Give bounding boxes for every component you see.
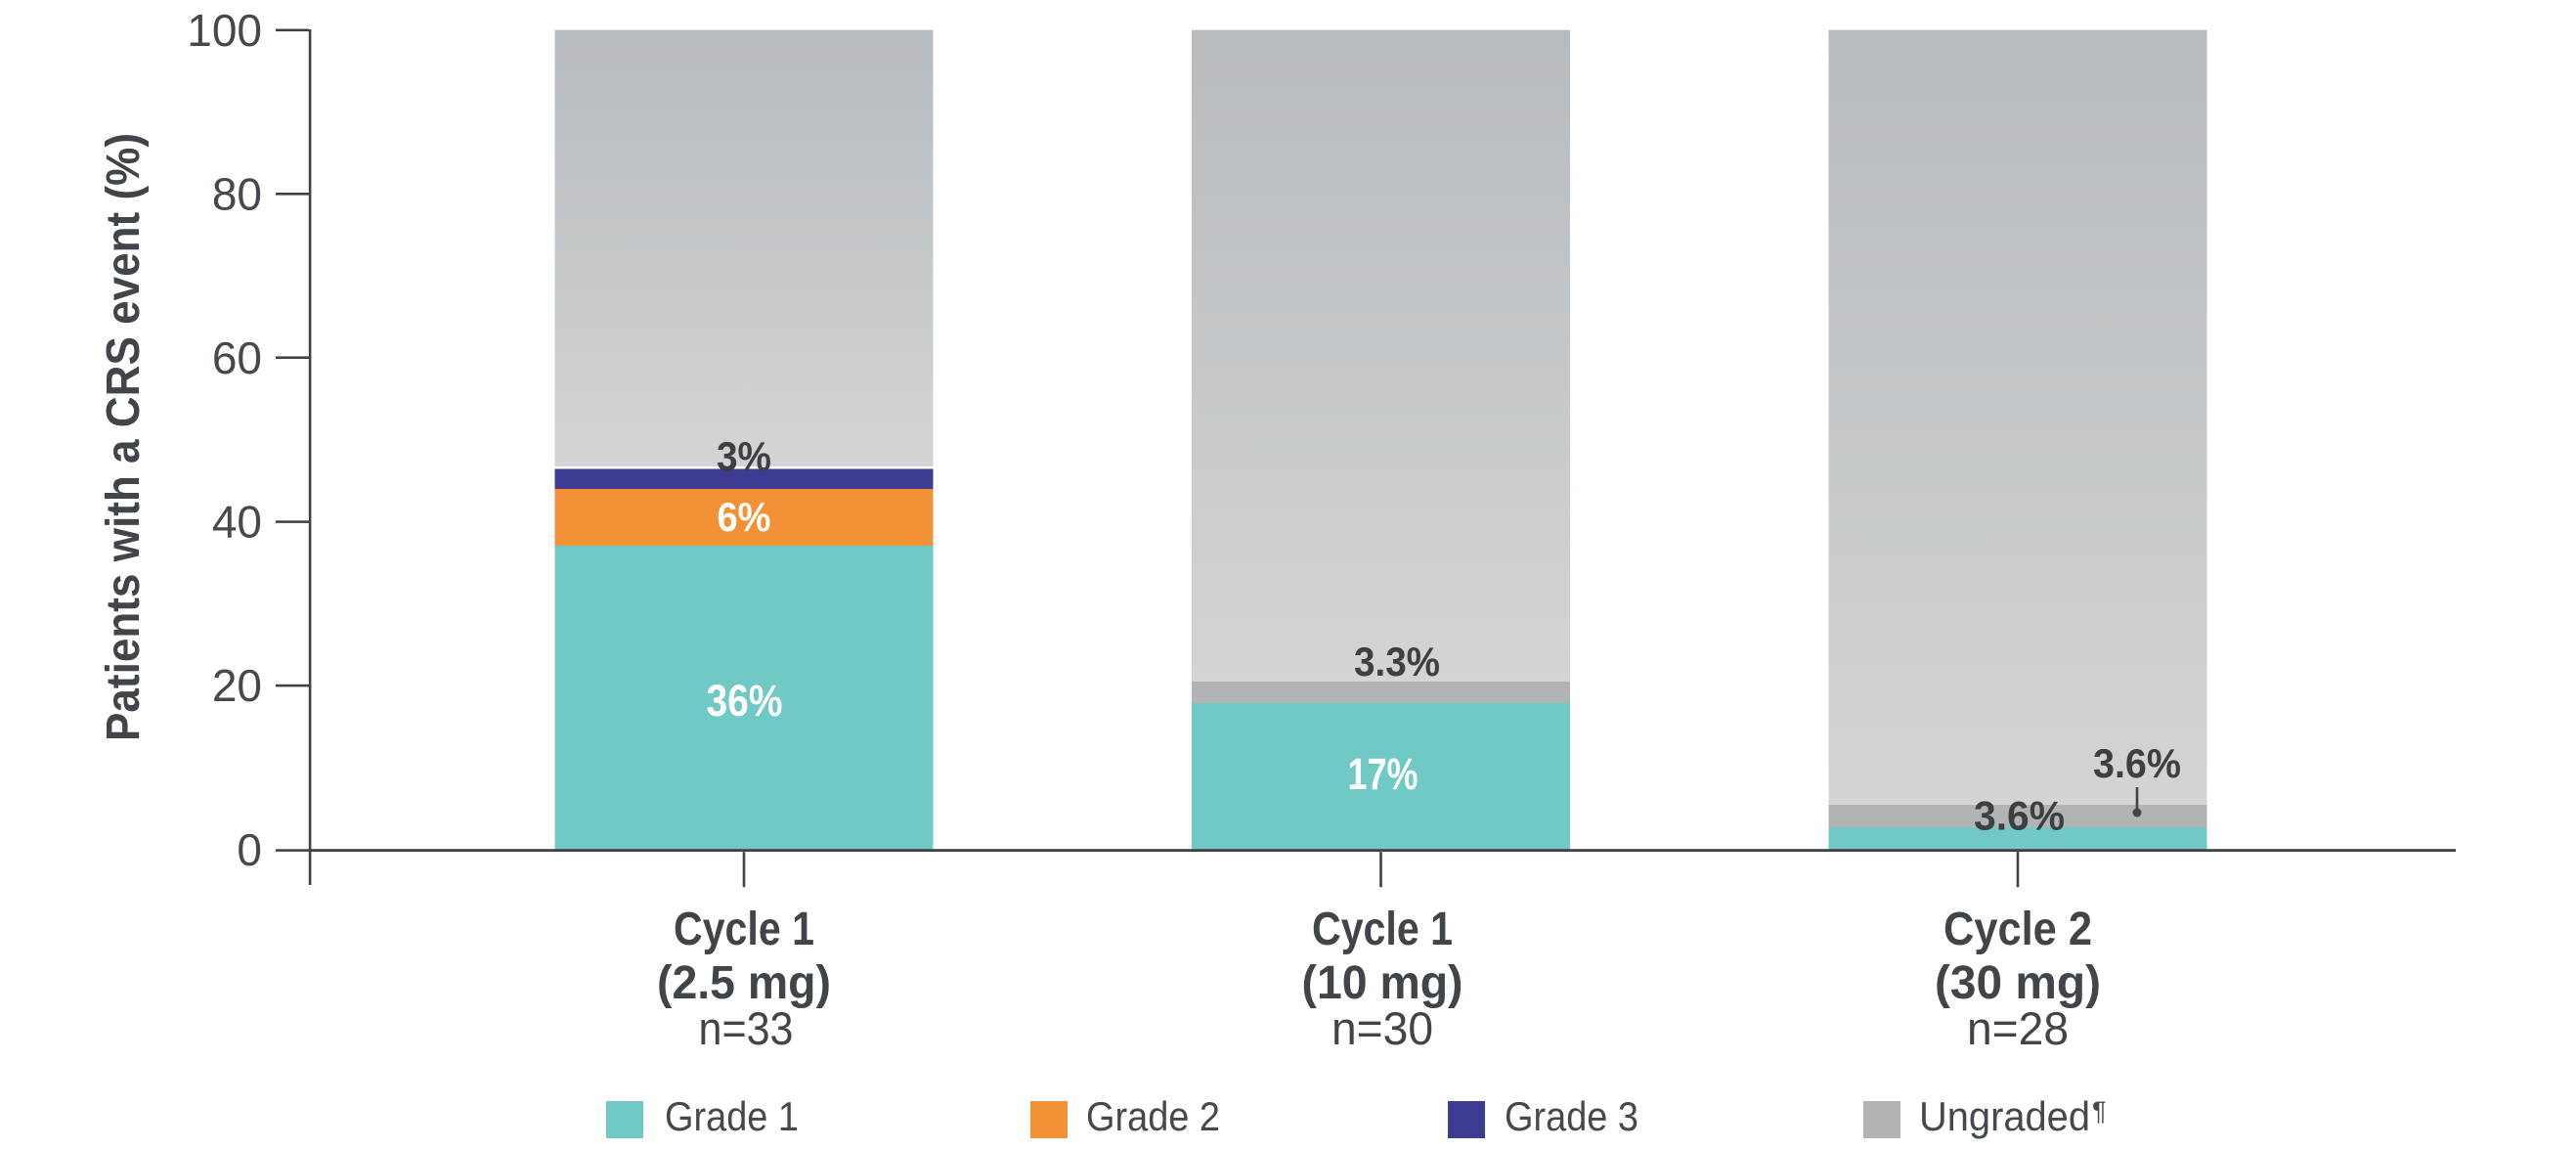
svg-text:60: 60 <box>212 332 262 383</box>
svg-text:Grade 2: Grade 2 <box>1086 1093 1220 1139</box>
svg-text:80: 80 <box>212 169 262 220</box>
svg-text:3.6%: 3.6% <box>1974 793 2065 839</box>
svg-text:0: 0 <box>237 824 262 875</box>
svg-text:3%: 3% <box>717 433 771 479</box>
svg-text:¶: ¶ <box>2092 1096 2107 1126</box>
svg-text:6%: 6% <box>718 494 771 540</box>
svg-text:Cycle 1: Cycle 1 <box>674 904 814 955</box>
svg-text:3.3%: 3.3% <box>1354 639 1440 685</box>
svg-text:n=33: n=33 <box>699 1002 794 1054</box>
svg-text:36%: 36% <box>707 676 783 726</box>
svg-text:(2.5 mg): (2.5 mg) <box>657 957 831 1009</box>
svg-text:Patients with a CRS event (%): Patients with a CRS event (%) <box>98 133 150 741</box>
svg-text:n=30: n=30 <box>1332 1002 1433 1054</box>
svg-text:Grade 3: Grade 3 <box>1505 1093 1638 1139</box>
svg-text:100: 100 <box>187 5 262 56</box>
svg-text:20: 20 <box>212 660 262 711</box>
svg-text:(30 mg): (30 mg) <box>1935 957 2101 1009</box>
svg-text:n=28: n=28 <box>1967 1002 2069 1054</box>
svg-text:Grade 1: Grade 1 <box>665 1093 799 1139</box>
svg-text:17%: 17% <box>1348 749 1419 799</box>
svg-text:Ungraded: Ungraded <box>1919 1093 2090 1139</box>
svg-text:Cycle 2: Cycle 2 <box>1943 904 2092 955</box>
svg-text:3.6%: 3.6% <box>2093 740 2181 786</box>
svg-text:Cycle 1: Cycle 1 <box>1312 904 1453 955</box>
svg-text:40: 40 <box>212 497 262 548</box>
svg-text:(10 mg): (10 mg) <box>1302 957 1463 1009</box>
